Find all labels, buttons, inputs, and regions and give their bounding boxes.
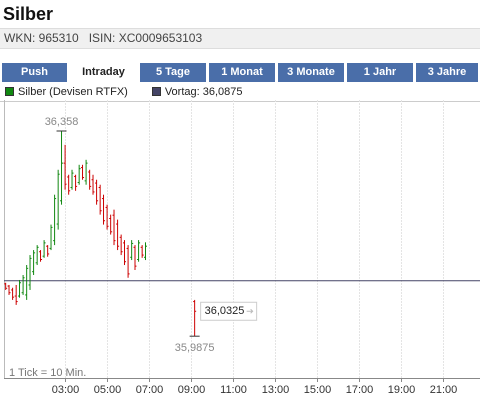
tab[interactable]: 3 Monate	[278, 63, 344, 82]
tick-note: 1 Tick = 10 Min.	[9, 367, 86, 379]
legend-label: Silber (Devisen RTFX)	[18, 86, 128, 98]
legend-swatch	[151, 87, 161, 96]
x-tick-label: 21:00	[430, 384, 458, 396]
tab[interactable]: Push	[2, 63, 67, 82]
tab-bar: Push Intraday 5 Tage 1 Monat 3 Monate 1 Jahr 3…	[0, 63, 480, 82]
wkn: WKN: 965310	[4, 31, 79, 45]
tab[interactable]: 3 Jahre	[416, 63, 478, 82]
x-tick-label: 11:00	[220, 384, 247, 396]
x-tick-label: 13:00	[262, 384, 290, 396]
tab[interactable]: 1 Monat	[209, 63, 275, 82]
arrow-icon	[246, 308, 254, 314]
x-tick-label: 17:00	[346, 384, 374, 396]
isin: ISIN: XC0009653103	[88, 31, 203, 45]
title: Silber	[3, 4, 54, 24]
x-tick-label: 15:00	[304, 384, 332, 396]
legend-label: Vortag: 36,0875	[164, 86, 243, 98]
x-tick-label: 09:00	[178, 384, 206, 396]
low-label: 35,9875	[175, 342, 215, 354]
x-tick-label: 19:00	[388, 384, 416, 396]
high-label: 36,358	[45, 116, 79, 128]
chart: 03:00 05:00 07:00 09:00 11:00 13:00 15:00 17:00…	[4, 100, 480, 396]
x-tick-label: 05:00	[94, 384, 122, 396]
tab[interactable]: Intraday	[70, 63, 137, 82]
info-bar: WKN: 965310 ISIN: XC0009653103	[0, 28, 480, 49]
last-price-label: 36,0325	[205, 305, 245, 317]
tab[interactable]: 5 Tage	[140, 63, 206, 82]
legend-swatch	[5, 87, 14, 96]
legend: Silber (Devisen RTFX) Vortag: 36,0875	[0, 84, 480, 102]
x-tick-label: 07:00	[136, 384, 164, 396]
tab[interactable]: 1 Jahr	[347, 63, 413, 82]
last-price-box	[200, 301, 258, 321]
x-tick-label: 03:00	[52, 384, 80, 396]
